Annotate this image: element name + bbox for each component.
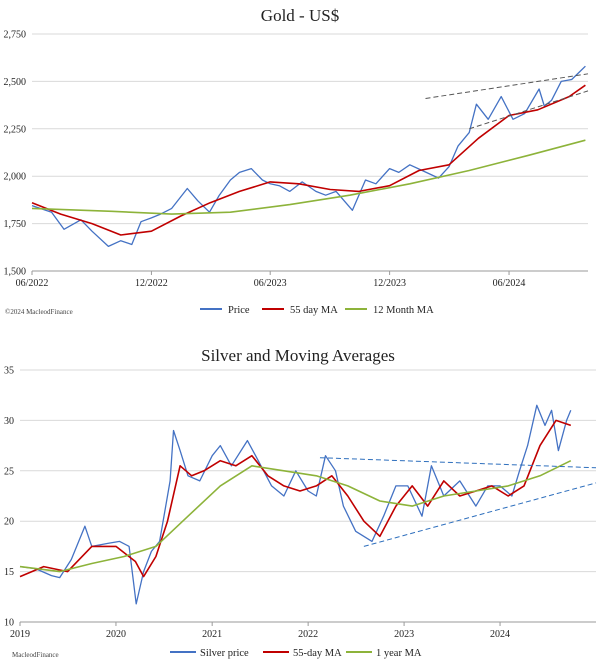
- gold-trend-line-1: [425, 73, 589, 99]
- gold-y-axis: 1,500 1,750 2,000 2,250 2,500 2,750: [4, 30, 27, 278]
- gold-trend-line-2: [469, 90, 589, 130]
- silver-legend: Silver price 55-day MA 1 year MA: [170, 648, 422, 659]
- gold-gridlines: [32, 33, 588, 272]
- legend-label-12month-ma: 12 Month MA: [373, 305, 434, 316]
- silver-trend-line-2: [363, 482, 597, 547]
- silver-trend-line-1: [319, 457, 597, 469]
- gold-series-line-2: [31, 84, 586, 236]
- silver-x-tick-label: 2022: [298, 629, 318, 640]
- silver-x-axis: 2019 2020 2021 2022 2023 2024: [10, 621, 596, 640]
- silver-series-line-1: [19, 404, 572, 605]
- gold-x-axis: 06/2022 12/2022 06/2023 12/2023 06/2024: [16, 270, 588, 289]
- silver-y-tick-label: 10: [4, 618, 14, 629]
- silver-chart-title: Silver and Moving Averages: [201, 346, 395, 365]
- silver-y-tick-label: 25: [4, 466, 14, 477]
- silver-x-tick-label: 2019: [10, 629, 30, 640]
- silver-x-tick-label: 2023: [394, 629, 414, 640]
- silver-x-tick-label: 2021: [202, 629, 222, 640]
- silver-y-axis: 10 15 20 25 30 35: [4, 366, 14, 629]
- gold-series-line-1: [31, 65, 586, 248]
- silver-chart: Silver and Moving Averages 101520253035 …: [4, 346, 597, 659]
- gold-x-tick-label: 06/2024: [493, 278, 526, 289]
- legend-label-price: Price: [228, 305, 250, 316]
- gold-x-tick-label: 12/2023: [373, 278, 406, 289]
- silver-y-tick-label: 35: [4, 366, 14, 377]
- silver-series-line-2: [19, 419, 572, 578]
- gold-chart-title: Gold - US$: [261, 6, 339, 25]
- legend-label-silver-1year-ma: 1 year MA: [376, 648, 422, 659]
- silver-series-line-3: [19, 459, 572, 573]
- gold-y-tick-label: 2,250: [4, 124, 27, 135]
- gold-series-line-3: [31, 139, 586, 215]
- silver-series: [19, 404, 572, 605]
- legend-label-silver-price: Silver price: [200, 648, 249, 659]
- gold-y-tick-label: 1,500: [4, 267, 27, 278]
- legend-label-55day-ma: 55 day MA: [290, 305, 338, 316]
- gold-series: [31, 65, 586, 248]
- gold-y-tick-label: 2,000: [4, 172, 27, 183]
- silver-trend-lines: [319, 457, 597, 547]
- silver-y-tick-label: 15: [4, 567, 14, 578]
- gold-trend-lines: [425, 73, 589, 130]
- gold-credit: ©2024 MacleodFinance: [5, 308, 73, 316]
- legend-label-silver-55day-ma: 55-day MA: [293, 648, 342, 659]
- gold-chart: Gold - US$ 1,500 1,750 2,000 2,250 2,500 2,75…: [4, 6, 589, 316]
- gold-y-tick-label: 1,750: [4, 219, 27, 230]
- gold-y-tick-label: 2,500: [4, 77, 27, 88]
- gold-x-tick-label: 06/2022: [16, 278, 49, 289]
- gold-legend: Price 55 day MA 12 Month MA: [200, 305, 434, 316]
- gold-x-tick-label: 12/2022: [135, 278, 168, 289]
- gold-x-tick-label: 06/2023: [254, 278, 287, 289]
- silver-x-tick-label: 2020: [106, 629, 126, 640]
- silver-y-tick-label: 20: [4, 517, 14, 528]
- gold-y-tick-label: 2,750: [4, 30, 27, 41]
- silver-credit: MacleodFinance: [12, 651, 59, 659]
- silver-y-tick-label: 30: [4, 416, 14, 427]
- silver-x-tick-label: 2024: [490, 629, 510, 640]
